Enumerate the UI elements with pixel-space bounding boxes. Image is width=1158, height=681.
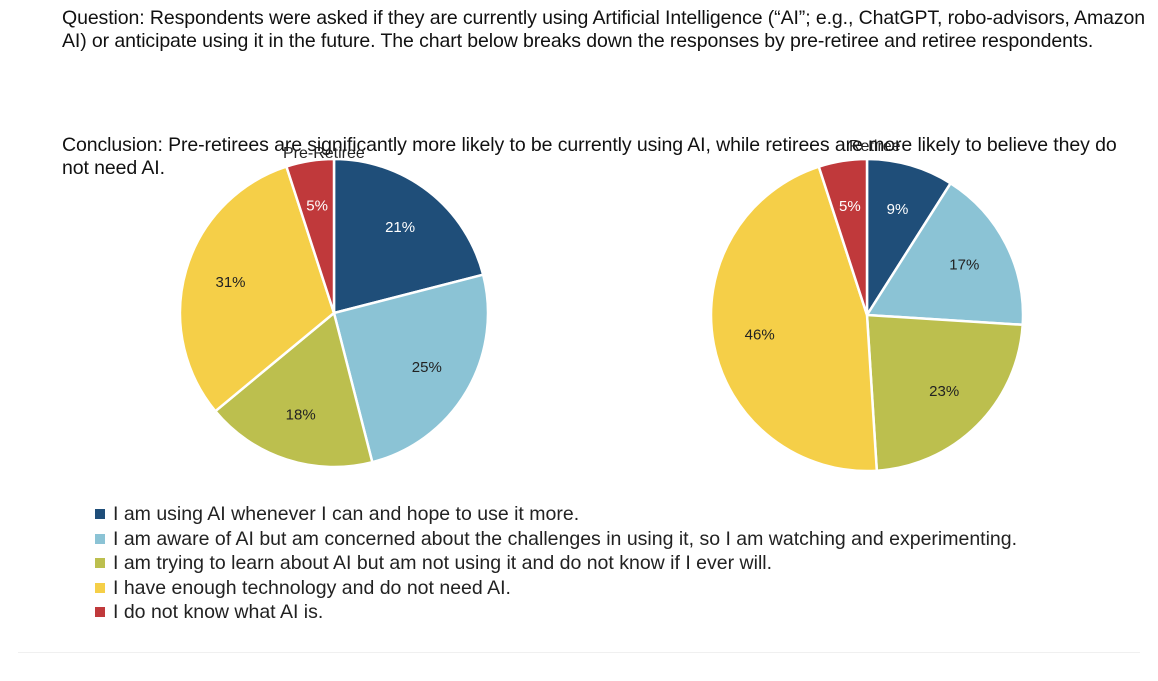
retiree-slice-do-not-know-ai [817, 157, 869, 317]
pre-retiree-slice-using-ai [332, 157, 485, 315]
legend-label: I am using AI whenever I can and hope to… [113, 503, 580, 525]
legend-item-trying-to-learn: I am trying to learn about AI but am not… [95, 551, 1017, 576]
chart-legend: I am using AI whenever I can and hope to… [95, 502, 1017, 625]
legend-item-aware-of-ai: I am aware of AI but am concerned about … [95, 527, 1017, 552]
pre-retiree-chart-title: Pre-Retiree [283, 145, 365, 162]
conclusion-text: Conclusion: Pre-retirees are significant… [62, 134, 1117, 179]
legend-swatch [95, 509, 105, 520]
legend-item-do-not-know-ai: I do not know what AI is. [95, 600, 1017, 625]
legend-swatch [95, 533, 105, 544]
pre-retiree-slice-do-not-need-ai [178, 165, 336, 413]
legend-item-do-not-need-ai: I have enough technology and do not need… [95, 576, 1017, 601]
retiree-slice-do-not-need-ai [709, 165, 879, 473]
pre-retiree-label-trying-to-learn: 18% [286, 406, 316, 423]
pre-retiree-label-do-not-need-ai: 31% [215, 274, 245, 291]
pre-retiree-slice-do-not-know-ai [285, 157, 336, 315]
retiree-label-trying-to-learn: 23% [929, 383, 959, 400]
retiree-chart-title: Retiree [849, 138, 901, 155]
retiree-slice-aware-of-ai [865, 182, 1025, 327]
question-text: Question: Respondents were asked if they… [62, 7, 1145, 52]
retiree-slice-trying-to-learn [865, 313, 1024, 472]
legend-label: I do not know what AI is. [113, 601, 324, 623]
pre-retiree-label-using-ai: 21% [385, 219, 415, 236]
legend-swatch [95, 607, 105, 618]
retiree-label-aware-of-ai: 17% [949, 256, 979, 273]
legend-item-using-ai: I am using AI whenever I can and hope to… [95, 502, 1017, 527]
pre-retiree-label-aware-of-ai: 25% [412, 359, 442, 376]
retiree-label-do-not-need-ai: 46% [745, 326, 775, 343]
retiree-slice-using-ai [865, 157, 952, 317]
legend-swatch [95, 558, 105, 569]
pre-retiree-slice-trying-to-learn [214, 311, 374, 469]
pre-retiree-label-do-not-know-ai: 5% [306, 197, 328, 214]
legend-label: I am aware of AI but am concerned about … [113, 527, 1018, 550]
retiree-label-do-not-know-ai: 5% [839, 198, 861, 215]
pre-retiree-slice-aware-of-ai [332, 273, 490, 464]
legend-swatch [95, 582, 105, 593]
retiree-label-using-ai: 9% [887, 201, 909, 218]
divider [18, 652, 1140, 653]
legend-label: I am trying to learn about AI but am not… [113, 552, 773, 574]
legend-label: I have enough technology and do not need… [113, 576, 511, 599]
